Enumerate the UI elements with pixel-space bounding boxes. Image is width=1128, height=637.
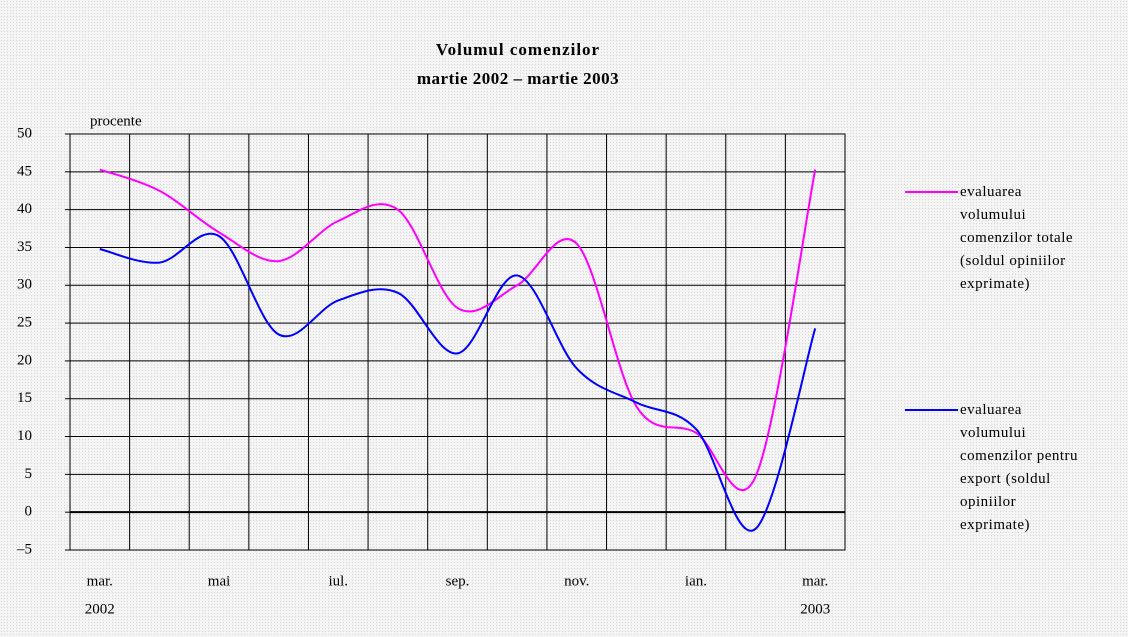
- y-tick-label: 20: [17, 352, 32, 368]
- chart-title: Volumul comenzilor: [436, 40, 600, 59]
- legend-label: evaluarea volumului comenzilor pentru ex…: [960, 402, 1079, 533]
- y-tick-label: 45: [17, 163, 32, 179]
- x-tick-label: mai: [208, 573, 231, 589]
- y-tick-label: 35: [17, 239, 32, 255]
- chart-subtitle: martie 2002 – martie 2003: [417, 69, 619, 88]
- plot-border: [69, 133, 846, 551]
- y-tick-label: 25: [17, 315, 32, 331]
- y-tick-label: 50: [17, 125, 32, 141]
- x-tick-year: 2002: [85, 601, 115, 617]
- y-axis-label: procente: [90, 113, 142, 129]
- x-tick-label: nov.: [564, 573, 589, 589]
- y-tick-label: 40: [17, 201, 32, 217]
- x-tick-label: iul.: [328, 573, 348, 589]
- x-tick-label: ian.: [685, 573, 707, 589]
- x-tick-label: mar.: [802, 573, 828, 589]
- y-tick-label: 15: [17, 390, 32, 406]
- x-tick-label: sep.: [446, 573, 470, 589]
- y-tick-label: 5: [25, 466, 33, 482]
- y-tick-label: –5: [16, 541, 32, 557]
- legend-label: evaluarea volumului comenzilor totale (s…: [960, 184, 1074, 292]
- y-tick-label: 30: [17, 277, 32, 293]
- series-line: [99, 168, 817, 492]
- x-tick-year: 2003: [800, 601, 830, 617]
- x-tick-label: mar.: [87, 573, 113, 589]
- series-line: [99, 232, 817, 532]
- y-tick-label: 0: [25, 504, 33, 520]
- y-tick-label: 10: [17, 428, 32, 444]
